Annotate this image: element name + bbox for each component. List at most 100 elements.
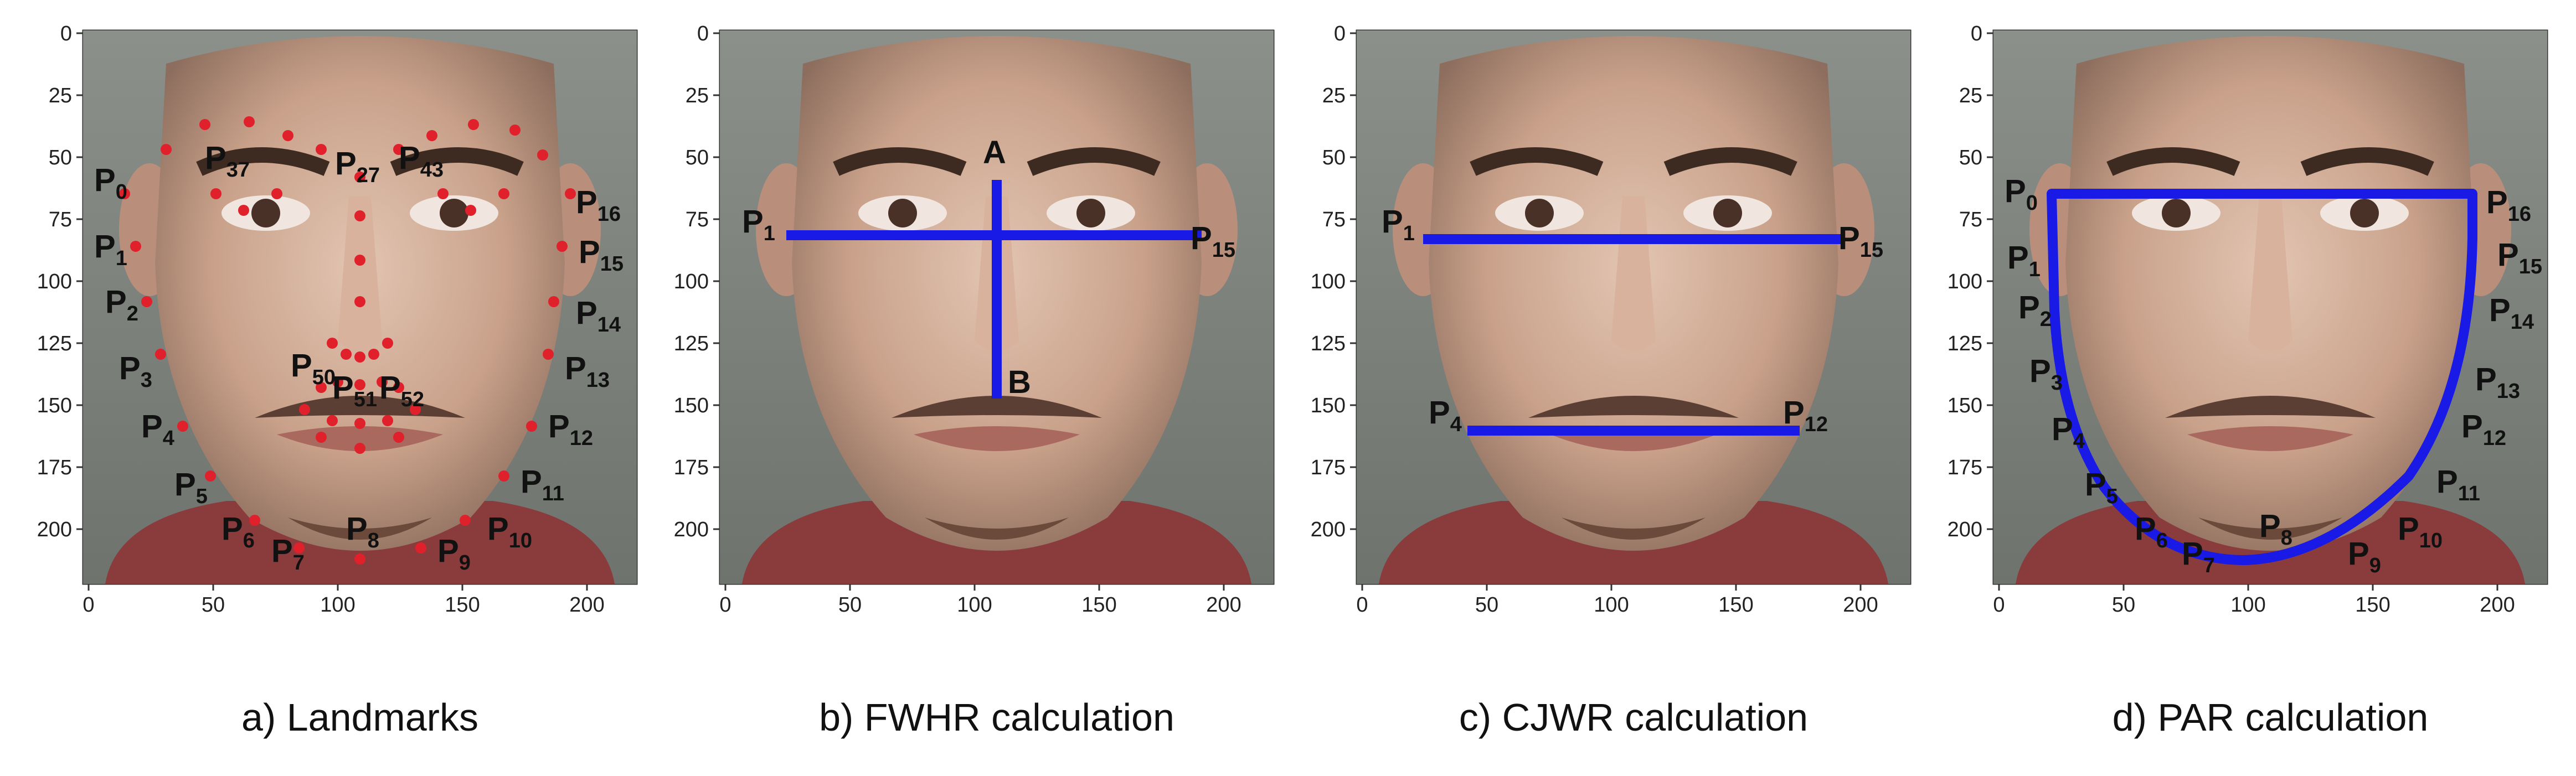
landmark-label-base: P [2029,353,2051,389]
x-tick-label: 150 [2355,593,2390,617]
landmark-label-subscript: 2 [2040,308,2052,331]
landmark-dot [354,210,365,221]
landmark-label-subscript: 4 [1450,413,1462,436]
x-tick-label: 150 [1081,593,1116,617]
landmark-label: P4 [1429,395,1462,436]
landmark-label-base: P [2007,240,2029,276]
y-tick-label: 100 [1948,270,1982,293]
landmark-label-base: B [1008,364,1031,400]
landmark-dot [354,553,365,565]
landmark-label: P4 [141,408,174,450]
caption-fwhr: b) FWHR calculation [819,696,1174,739]
landmark-label-base: P [1382,204,1403,240]
y-tick-label: 50 [1322,146,1346,169]
y-tick-label: 200 [37,518,72,541]
y-tick-label: 75 [49,208,72,231]
landmark-label-base: P [742,204,764,240]
landmark-label-subscript: 5 [196,485,208,508]
landmark-label-subscript: 2 [127,302,138,325]
landmark-label-base: P [205,140,226,176]
landmark-label: P14 [2489,292,2534,334]
landmark-label: P12 [2461,408,2506,450]
landmark-dots [119,116,576,565]
landmark-label-base: P [2348,536,2369,572]
landmark-label: P5 [174,467,208,508]
landmark-label-base: P [1429,395,1450,431]
landmark-dot [543,349,554,360]
landmark-dot [354,255,365,266]
landmark-label: P6 [2135,511,2168,552]
landmark-label: P10 [2398,511,2443,552]
landmark-label-subscript: 52 [401,388,424,411]
landmark-dot [354,379,365,390]
landmark-label-subscript: 15 [1860,239,1883,262]
landmark-label-base: P [399,140,420,176]
landmark-label: P9 [2348,536,2381,577]
landmark-dot [205,470,216,482]
x-tick-label: 100 [2230,593,2265,617]
landmark-label-subscript: 7 [293,551,305,575]
landmark-label: P52 [379,370,424,411]
landmark-label-base: P [335,146,357,182]
landmark-dot [468,119,479,130]
landmark-label-subscript: 8 [368,529,379,552]
landmark-label-subscript: 4 [163,427,174,450]
landmark-label-base: P [548,408,570,444]
landmark-label-subscript: 9 [459,551,471,575]
landmark-label-base: P [2005,173,2026,209]
landmark-label: P16 [576,184,621,226]
x-tick-label: 0 [1356,593,1368,617]
landmark-label-base: P [379,370,401,406]
landmark-label-base: P [2461,408,2483,444]
landmark-label-base: P [2135,511,2156,547]
landmark-dot [293,542,305,553]
landmark-label-base: P [2182,536,2203,572]
y-tick-label: 100 [674,270,709,293]
landmark-label-base: P [119,350,141,386]
landmark-label: A [983,134,1006,170]
landmark-label: P7 [271,533,305,575]
landmark-dot [238,205,249,216]
landmark-label-subscript: 16 [597,203,621,226]
landmark-label-subscript: 3 [141,369,152,392]
y-tick-label: 0 [697,22,709,45]
landmark-label-base: P [2398,511,2419,547]
landmark-label: P15 [2497,237,2542,278]
landmark-label-base: P [2497,237,2519,273]
landmark-label-subscript: 11 [2458,482,2480,505]
y-tick-label: 75 [1959,208,1982,231]
landmark-label-base: P [565,350,586,386]
landmark-label: B [1008,364,1031,400]
landmark-dot [354,443,365,454]
y-tick-label: 125 [674,332,709,355]
y-tick-label: 175 [1311,456,1346,479]
landmark-dot [316,382,327,393]
landmark-label-base: P [2489,292,2511,328]
x-tick-label: 50 [1475,593,1498,617]
landmark-label: P27 [335,146,380,187]
y-tick-label: 125 [1311,332,1346,355]
landmark-label-base: P [221,511,243,547]
x-tick-label: 50 [202,593,225,617]
landmark-label-base: P [576,295,597,331]
landmark-dot [354,172,365,183]
x-tick-label: 100 [320,593,355,617]
landmark-dot [244,116,255,127]
landmark-dot [155,349,166,360]
landmark-dot [498,188,509,199]
landmark-label-subscript: 10 [509,529,532,552]
x-tick-label: 150 [445,593,480,617]
y-tick-label: 50 [1959,146,1982,169]
landmark-label: P9 [437,533,471,575]
y-tick-label: 175 [1948,456,1982,479]
landmark-label-subscript: 50 [312,366,336,389]
y-tick-label: 0 [1971,22,1982,45]
landmark-label: P12 [1783,395,1828,436]
landmark-label: P1 [1382,204,1415,245]
landmark-dot [141,296,152,307]
landmark-label-base: P [94,229,116,265]
landmark-label: P11 [2436,464,2480,505]
landmark-label-base: P [1838,220,1860,256]
landmark-dot [526,421,537,432]
